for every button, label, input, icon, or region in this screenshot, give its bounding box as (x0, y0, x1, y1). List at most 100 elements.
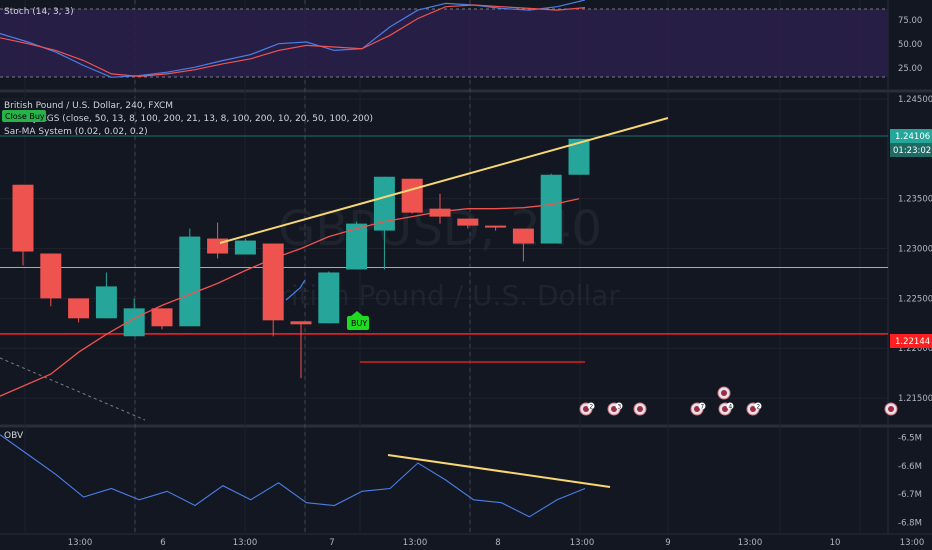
obv-trendline (387, 454, 611, 488)
candle (151, 308, 173, 330)
level-price-bg (890, 334, 932, 348)
obv-tick-label: -6.7M (898, 490, 922, 500)
count-text: 2 (589, 403, 593, 410)
candle (95, 272, 117, 319)
economic-event-marker[interactable]: 2 (746, 402, 762, 416)
trendline (219, 117, 669, 244)
candle-body (318, 272, 340, 324)
time-tick-label: 6 (160, 538, 165, 548)
dashed-trend (0, 357, 146, 421)
economic-event-marker[interactable]: 3 (607, 402, 623, 416)
count-badge (698, 402, 706, 410)
candle (234, 238, 256, 255)
candle (485, 225, 507, 231)
buy-badge (347, 316, 369, 330)
stoch-d-line (0, 4, 586, 78)
candle-body (485, 225, 507, 228)
buy-text: BUY (351, 319, 367, 328)
economic-event-marker[interactable]: 2 (579, 402, 595, 416)
economic-event-marker[interactable] (717, 386, 731, 400)
economic-event-marker[interactable]: 7 (690, 402, 706, 416)
sar-ma-line (0, 198, 580, 397)
price-tick-label: 1.22000 (898, 344, 932, 354)
close-buy-label: Close Buy (2, 110, 46, 122)
candle (12, 184, 34, 266)
obv-line (0, 434, 586, 518)
candle (401, 178, 423, 214)
sar-legend: Sar-MA System (0.02, 0.02, 0.2) (4, 127, 148, 137)
count-badge (587, 402, 595, 410)
candle (540, 173, 562, 244)
flag-inner (888, 406, 894, 412)
obv-pane: OBV -6.5M -6.6M -6.7M -6.8M (0, 431, 922, 529)
time-tick-label: 10 (830, 538, 841, 548)
time-tick-label: 13:00 (233, 538, 258, 548)
stoch-tick-label: 75.00 (898, 16, 922, 26)
candle-body (262, 243, 284, 321)
flag-inner (611, 406, 617, 412)
candle-body (68, 298, 90, 319)
candle (512, 228, 534, 262)
close-buy-badge (2, 110, 46, 122)
candle (568, 138, 590, 175)
count-text: 2 (756, 403, 760, 410)
candle-body (568, 138, 590, 175)
price-tick-label: 1.22500 (898, 294, 932, 304)
countdown-bg (890, 143, 932, 157)
candle-body (540, 174, 562, 244)
economic-event-marker[interactable]: 4 (718, 402, 734, 416)
time-tick-label: 13:00 (738, 538, 763, 548)
candle-body (512, 228, 534, 244)
stoch-band (0, 9, 888, 77)
candle (40, 253, 62, 307)
current-price-text: 1.24106 (895, 132, 930, 142)
obv-tick-label: -6.5M (898, 434, 922, 444)
candle-body (401, 178, 423, 213)
time-tick-label: 8 (495, 538, 500, 548)
stoch-tick-label: 25.00 (898, 64, 922, 74)
stoch-k-line (0, 0, 586, 78)
main-pane: GBPUSD, 240 British Pound / U.S. Dollar … (0, 95, 932, 421)
close-buy-text: Close Buy (5, 112, 45, 121)
candle-body (290, 321, 312, 325)
candle-body (95, 286, 117, 319)
flag-inner (583, 406, 589, 412)
candle-body (12, 184, 34, 252)
obv-legend: OBV (4, 431, 24, 441)
time-tick-label: 13:00 (900, 538, 925, 548)
obv-tick-label: -6.6M (898, 462, 922, 472)
candle-body (457, 218, 479, 226)
time-tick-label: 7 (329, 538, 334, 548)
flag-inner (694, 406, 700, 412)
level-price-text: 1.22144 (895, 337, 930, 347)
price-tick-label: 1.23500 (898, 195, 932, 205)
price-tick-label: 1.21500 (898, 394, 932, 404)
candle (346, 221, 368, 270)
candle (68, 298, 90, 323)
flag-inner (750, 406, 756, 412)
stoch-legend: Stoch (14, 3, 3) (4, 7, 74, 17)
candle (179, 228, 201, 327)
candle-body (179, 236, 201, 327)
candle (373, 176, 395, 270)
economic-event-marker[interactable] (633, 402, 647, 416)
level-price-badge: 1.22144 (890, 334, 932, 348)
watermark-name: British Pound / U.S. Dollar (260, 279, 620, 312)
economic-event-marker[interactable] (884, 402, 898, 416)
candle (290, 321, 312, 379)
candle-body (373, 176, 395, 231)
candle (429, 193, 451, 224)
candle (318, 271, 340, 324)
candle-body (40, 253, 62, 299)
candle-body (151, 308, 173, 327)
candle-body (429, 208, 451, 217)
count-text: 4 (728, 403, 732, 410)
price-tick-label: 1.24500 (898, 95, 932, 105)
count-badge (726, 402, 734, 410)
obv-tick-label: -6.8M (898, 519, 922, 529)
count-badge (754, 402, 762, 410)
current-price-badge: 1.24106 (890, 129, 932, 143)
count-badge (615, 402, 623, 410)
